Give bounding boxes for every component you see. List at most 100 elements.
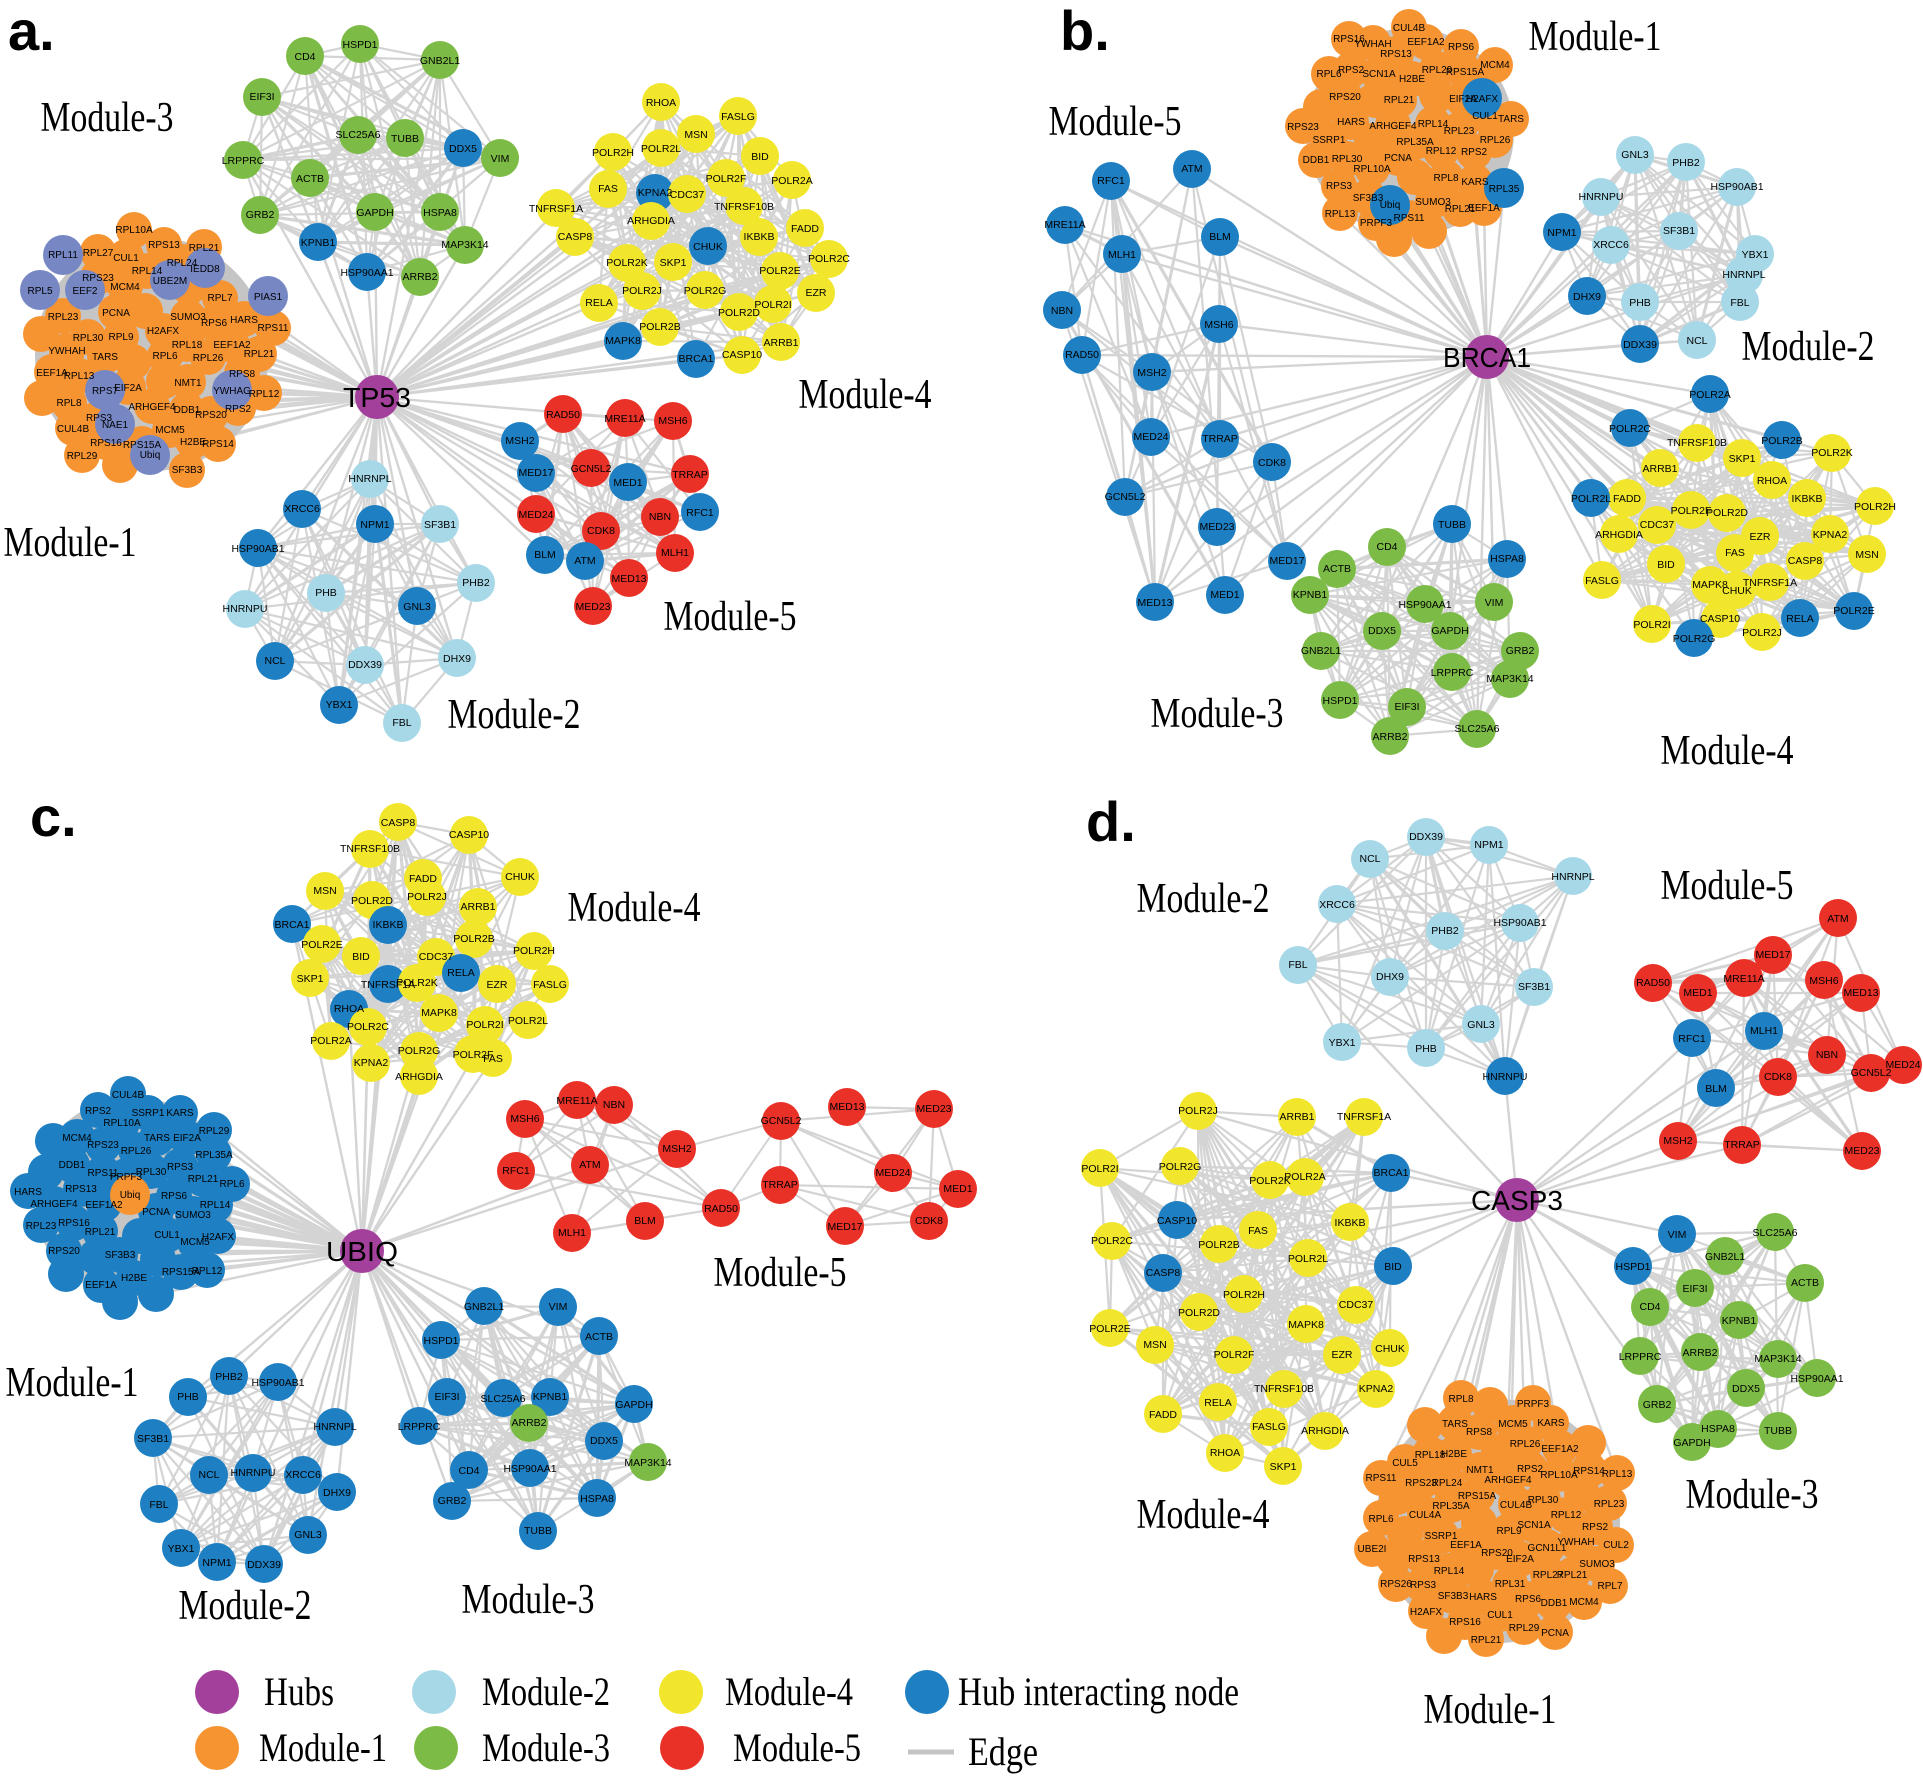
svg-text:RPS16: RPS16 — [1449, 1617, 1481, 1628]
svg-text:POLR2K: POLR2K — [396, 977, 437, 989]
svg-text:MED24: MED24 — [518, 509, 553, 521]
svg-text:SKP1: SKP1 — [1729, 453, 1756, 465]
svg-text:GRB2: GRB2 — [438, 1495, 467, 1507]
svg-text:XRCC6: XRCC6 — [1593, 239, 1629, 251]
svg-text:MAPK8: MAPK8 — [1692, 579, 1728, 591]
svg-text:SF3B3: SF3B3 — [105, 1250, 136, 1261]
svg-text:RPL8: RPL8 — [1448, 1394, 1473, 1405]
svg-text:GNL3: GNL3 — [294, 1529, 322, 1541]
svg-text:RPL23: RPL23 — [1444, 126, 1475, 137]
svg-text:HSP90AA1: HSP90AA1 — [1398, 599, 1451, 611]
svg-text:CASP10: CASP10 — [722, 349, 762, 361]
svg-text:LRPPRC: LRPPRC — [398, 1421, 441, 1433]
svg-text:EIF3I: EIF3I — [1394, 701, 1419, 713]
svg-text:PRPF3: PRPF3 — [1517, 1399, 1550, 1410]
svg-text:MCM5: MCM5 — [155, 425, 185, 436]
svg-text:POLR2I: POLR2I — [1081, 1163, 1118, 1175]
svg-text:CUL4B: CUL4B — [1393, 23, 1426, 34]
svg-text:DDX5: DDX5 — [590, 1435, 618, 1447]
svg-text:GNB2L1: GNB2L1 — [420, 55, 460, 67]
svg-text:HARS: HARS — [14, 1187, 42, 1198]
svg-text:MSH2: MSH2 — [505, 435, 534, 447]
svg-text:XRCC6: XRCC6 — [285, 1469, 321, 1481]
svg-text:SCN1A: SCN1A — [1517, 1520, 1551, 1531]
svg-text:MSH6: MSH6 — [658, 415, 687, 427]
svg-text:MED24: MED24 — [875, 1167, 910, 1179]
svg-text:POLR2D: POLR2D — [351, 895, 393, 907]
svg-text:MED17: MED17 — [827, 1221, 862, 1233]
svg-text:Module-3: Module-3 — [41, 95, 174, 141]
svg-text:Module-4: Module-4 — [799, 372, 932, 418]
svg-text:GNL3: GNL3 — [403, 601, 431, 613]
svg-text:ARRB2: ARRB2 — [1372, 731, 1407, 743]
svg-text:TNFRSF1A: TNFRSF1A — [1743, 577, 1797, 589]
svg-text:RHOA: RHOA — [646, 97, 676, 109]
svg-text:POLR2C: POLR2C — [1091, 1235, 1133, 1247]
svg-text:H2BE: H2BE — [180, 437, 206, 448]
svg-text:H2AFX: H2AFX — [147, 326, 180, 337]
svg-text:SUMO3: SUMO3 — [1579, 1559, 1615, 1570]
svg-text:SLC25A6: SLC25A6 — [1753, 1227, 1798, 1239]
svg-text:SSRP1: SSRP1 — [1425, 1531, 1458, 1542]
svg-text:UBE2M: UBE2M — [153, 276, 187, 287]
svg-text:RPL8: RPL8 — [1433, 173, 1458, 184]
svg-text:RPL14: RPL14 — [200, 1200, 231, 1211]
svg-text:RPL35A: RPL35A — [1396, 137, 1434, 148]
svg-text:SLC25A6: SLC25A6 — [1455, 723, 1500, 735]
svg-text:EIF3I: EIF3I — [434, 1391, 459, 1403]
svg-text:Ubiq: Ubiq — [140, 450, 161, 461]
svg-text:POLR2E: POLR2E — [1089, 1323, 1130, 1335]
svg-text:PHB2: PHB2 — [462, 577, 490, 589]
svg-text:RPL10A: RPL10A — [115, 225, 153, 236]
svg-text:MSH2: MSH2 — [1137, 367, 1166, 379]
svg-text:RPS11: RPS11 — [1366, 1473, 1397, 1484]
svg-text:HSP90AA1: HSP90AA1 — [503, 1463, 556, 1475]
svg-text:Module-1: Module-1 — [1529, 14, 1662, 60]
svg-text:RPL10A: RPL10A — [1353, 164, 1391, 175]
svg-text:VIM: VIM — [549, 1301, 568, 1313]
svg-text:MSN: MSN — [313, 885, 336, 897]
svg-text:ARRB2: ARRB2 — [402, 271, 437, 283]
svg-text:CASP10: CASP10 — [1700, 613, 1740, 625]
svg-text:GNB2L1: GNB2L1 — [1705, 1251, 1745, 1263]
svg-text:DHX9: DHX9 — [443, 653, 471, 665]
svg-text:HNRNPL: HNRNPL — [313, 1421, 356, 1433]
svg-text:Module-2: Module-2 — [179, 1583, 312, 1629]
svg-text:FASLG: FASLG — [533, 979, 567, 991]
svg-text:HSPA8: HSPA8 — [423, 207, 457, 219]
svg-text:a.: a. — [8, 0, 55, 62]
svg-text:CUL4B: CUL4B — [1500, 1500, 1533, 1511]
svg-text:HSP90AA1: HSP90AA1 — [1790, 1373, 1843, 1385]
svg-text:CDC37: CDC37 — [419, 951, 454, 963]
svg-text:POLR2C: POLR2C — [347, 1021, 389, 1033]
svg-text:DHX9: DHX9 — [1573, 291, 1601, 303]
svg-text:SLC25A6: SLC25A6 — [481, 1393, 526, 1405]
svg-text:Module-5: Module-5 — [1661, 863, 1794, 909]
svg-text:PCNA: PCNA — [1384, 153, 1412, 164]
svg-text:POLR2D: POLR2D — [1178, 1307, 1220, 1319]
svg-text:CASP8: CASP8 — [381, 817, 416, 829]
svg-text:CUL4B: CUL4B — [57, 424, 90, 435]
svg-text:RPS6: RPS6 — [161, 1191, 188, 1202]
svg-text:RPS6: RPS6 — [1448, 42, 1475, 53]
svg-text:MCM4: MCM4 — [110, 282, 140, 293]
svg-text:RPL18: RPL18 — [1415, 1450, 1446, 1461]
svg-text:RPL24: RPL24 — [167, 258, 198, 269]
svg-text:NCL: NCL — [1686, 335, 1707, 347]
svg-text:RPL14: RPL14 — [1418, 119, 1449, 130]
svg-text:RPL26: RPL26 — [1510, 1439, 1541, 1450]
svg-text:PHB: PHB — [315, 587, 337, 599]
svg-text:POLR2D: POLR2D — [1706, 507, 1748, 519]
svg-text:POLR2G: POLR2G — [684, 285, 727, 297]
svg-text:PCNA: PCNA — [142, 1207, 170, 1218]
svg-text:IKBKB: IKBKB — [1792, 493, 1823, 505]
svg-text:POLR2F: POLR2F — [1671, 505, 1712, 517]
svg-text:MCM4: MCM4 — [1480, 60, 1510, 71]
svg-text:KPNB1: KPNB1 — [533, 1391, 568, 1403]
svg-text:YBX1: YBX1 — [168, 1543, 195, 1555]
svg-text:RPL18: RPL18 — [172, 340, 203, 351]
svg-text:TARS: TARS — [1498, 114, 1524, 125]
svg-text:FADD: FADD — [791, 223, 819, 235]
svg-text:MED1: MED1 — [1210, 589, 1239, 601]
svg-text:HARS: HARS — [1469, 1592, 1497, 1603]
